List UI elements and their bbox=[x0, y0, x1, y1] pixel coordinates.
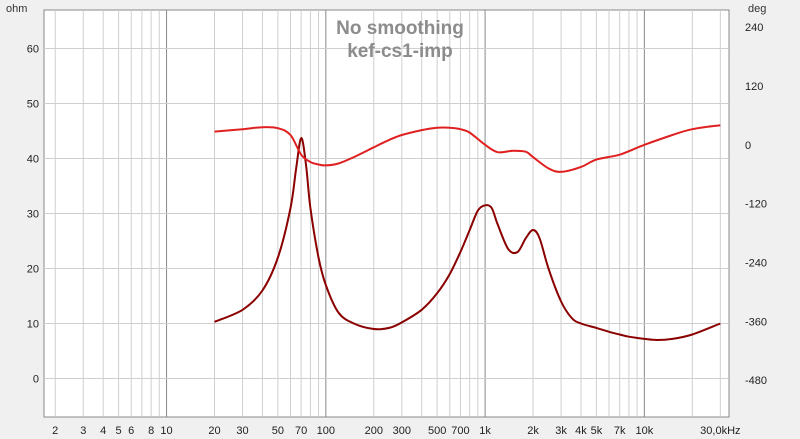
x-tick-label: 500 bbox=[428, 425, 446, 437]
x-tick-label: 50 bbox=[272, 425, 284, 437]
y-tick-label: 20 bbox=[27, 264, 39, 276]
y2-tick-label: 120 bbox=[745, 81, 763, 93]
x-tick-label: 30,0kHz bbox=[700, 425, 740, 437]
series-lines bbox=[214, 124, 721, 341]
y2-tick-label: -480 bbox=[745, 375, 767, 387]
x-tick-label: 10k bbox=[635, 425, 653, 437]
grid bbox=[44, 10, 729, 417]
y-tick-label: 0 bbox=[33, 374, 39, 386]
chart-title: No smoothing bbox=[336, 18, 464, 39]
x-tick-label: 100 bbox=[317, 425, 335, 437]
y2-tick-label: -120 bbox=[745, 199, 767, 211]
x-tick-labels: 2 3 4 5 6 8 10 20 30 50 70 100 200 300 500 700 1k 2k 3k 4k 5… bbox=[52, 425, 740, 437]
x-tick-label: 30 bbox=[236, 425, 248, 437]
y2-tick-label: 240 bbox=[745, 22, 763, 34]
x-tick-label: 2k bbox=[527, 425, 539, 437]
x-tick-label: 70 bbox=[295, 425, 307, 437]
x-tick-label: 4 bbox=[100, 425, 106, 437]
x-tick-label: 8 bbox=[148, 425, 154, 437]
impedance-series-line bbox=[214, 137, 721, 341]
x-tick-label: 4k bbox=[575, 425, 587, 437]
x-tick-label: 2 bbox=[52, 425, 58, 437]
left-axis-unit: ohm bbox=[6, 3, 27, 15]
y-tick-label: 30 bbox=[27, 209, 39, 221]
x-tick-label: 7k bbox=[614, 425, 626, 437]
y2-tick-labels: -480 -360 -240 -120 0 120 240 bbox=[745, 22, 767, 387]
y-tick-labels: 0 10 20 30 40 50 60 bbox=[27, 44, 39, 386]
y-tick-label: 60 bbox=[27, 44, 39, 56]
x-tick-label: 5k bbox=[591, 425, 603, 437]
right-axis-unit: deg bbox=[748, 3, 766, 15]
x-tick-label: 6 bbox=[128, 425, 134, 437]
y2-tick-label: -240 bbox=[745, 258, 767, 270]
x-tick-label: 300 bbox=[393, 425, 411, 437]
x-tick-label: 200 bbox=[365, 425, 383, 437]
y-tick-label: 10 bbox=[27, 319, 39, 331]
x-tick-label: 5 bbox=[116, 425, 122, 437]
x-tick-label: 700 bbox=[451, 425, 469, 437]
y2-tick-label: -360 bbox=[745, 316, 767, 328]
x-tick-label: 3 bbox=[80, 425, 86, 437]
x-tick-label: 1k bbox=[479, 425, 491, 437]
y2-tick-label: 0 bbox=[745, 140, 751, 152]
x-tick-label: 10 bbox=[160, 425, 172, 437]
y-tick-label: 40 bbox=[27, 154, 39, 166]
phase-series-line bbox=[214, 124, 721, 173]
chart-subtitle: kef-cs1-imp bbox=[347, 41, 453, 62]
y-tick-label: 50 bbox=[27, 99, 39, 111]
x-tick-label: 20 bbox=[208, 425, 220, 437]
x-tick-label: 3k bbox=[555, 425, 567, 437]
